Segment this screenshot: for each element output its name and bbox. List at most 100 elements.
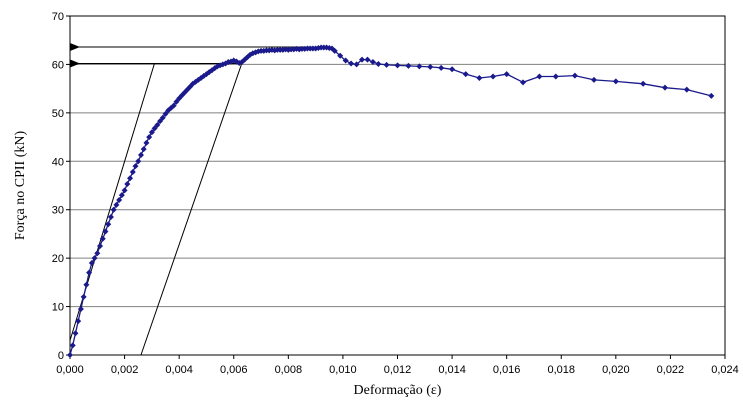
data-point bbox=[536, 73, 543, 80]
data-point bbox=[427, 63, 434, 70]
data-point bbox=[143, 139, 150, 146]
data-point bbox=[462, 71, 469, 78]
data-point bbox=[159, 114, 166, 121]
data-point bbox=[571, 72, 578, 79]
data-point bbox=[67, 352, 73, 358]
data-point bbox=[394, 62, 401, 69]
data-point bbox=[661, 84, 668, 91]
data-point bbox=[105, 221, 112, 228]
data-point bbox=[337, 52, 344, 59]
data-point bbox=[520, 79, 527, 86]
data-point bbox=[405, 62, 412, 69]
x-tick-label: 0,014 bbox=[438, 364, 466, 376]
x-tick-label: 0,004 bbox=[165, 364, 193, 376]
annotation-arrows bbox=[70, 42, 330, 68]
data-point bbox=[118, 192, 125, 199]
x-tick-label: 0,018 bbox=[547, 364, 575, 376]
data-point bbox=[640, 80, 647, 87]
y-tick-label: 50 bbox=[52, 108, 64, 120]
data-point bbox=[348, 60, 355, 67]
data-point bbox=[107, 213, 114, 220]
data-point bbox=[708, 92, 715, 99]
data-point bbox=[83, 281, 90, 288]
data-point bbox=[449, 66, 456, 73]
y-tick-label: 10 bbox=[52, 302, 64, 314]
x-axis-ticks: 0,000 0,002 0,004 0,006 0,008 0,010 0,012 0,014… bbox=[56, 355, 739, 376]
gridlines bbox=[70, 63, 725, 308]
data-point bbox=[80, 293, 87, 300]
data-point bbox=[252, 49, 259, 56]
data-point bbox=[99, 235, 106, 242]
data-point bbox=[503, 71, 510, 78]
data-point bbox=[88, 259, 95, 266]
data-point bbox=[77, 305, 84, 312]
data-point bbox=[552, 73, 559, 80]
data-point bbox=[140, 146, 147, 153]
data-point bbox=[173, 98, 180, 105]
data-point bbox=[97, 243, 104, 250]
x-tick-label: 0,010 bbox=[329, 364, 357, 376]
data-point bbox=[162, 110, 169, 117]
data-point bbox=[116, 197, 123, 204]
data-point bbox=[154, 121, 161, 128]
data-point bbox=[416, 63, 423, 70]
data-point bbox=[375, 60, 382, 67]
y-tick-label: 70 bbox=[52, 11, 64, 23]
data-point bbox=[353, 61, 360, 68]
data-point bbox=[364, 56, 371, 63]
data-point bbox=[219, 61, 226, 68]
data-point bbox=[113, 201, 120, 208]
series-line bbox=[69, 46, 712, 356]
data-point bbox=[591, 76, 597, 83]
data-point bbox=[490, 73, 497, 80]
x-tick-label: 0,024 bbox=[711, 364, 739, 376]
y-tick-label: 20 bbox=[52, 253, 64, 265]
x-tick-label: 0,016 bbox=[493, 364, 521, 376]
data-point bbox=[151, 125, 158, 132]
data-series bbox=[67, 44, 715, 358]
data-point bbox=[132, 163, 139, 170]
data-point bbox=[102, 228, 109, 235]
y-axis-ticks: 0 10 20 30 40 50 60 70 bbox=[52, 11, 70, 362]
data-point bbox=[127, 175, 134, 182]
data-point bbox=[86, 269, 93, 276]
x-tick-label: 0,012 bbox=[384, 364, 412, 376]
data-point bbox=[146, 134, 153, 141]
y-tick-label: 30 bbox=[52, 205, 64, 217]
data-point bbox=[383, 61, 390, 68]
data-point bbox=[342, 57, 349, 64]
x-tick-label: 0,022 bbox=[657, 364, 685, 376]
data-point bbox=[612, 78, 619, 85]
data-point bbox=[129, 168, 136, 175]
data-point bbox=[148, 129, 155, 136]
data-point bbox=[69, 342, 76, 349]
data-point bbox=[91, 255, 98, 262]
data-point bbox=[683, 86, 690, 93]
y-tick-label: 0 bbox=[58, 350, 64, 362]
x-tick-label: 0,008 bbox=[275, 364, 303, 376]
y-tick-label: 60 bbox=[52, 59, 64, 71]
y-axis-title: Força no CPII (kN) bbox=[13, 131, 28, 241]
data-point bbox=[157, 118, 164, 125]
data-point bbox=[476, 74, 483, 81]
data-point bbox=[359, 56, 366, 63]
x-tick-label: 0,006 bbox=[220, 364, 248, 376]
data-point bbox=[369, 59, 376, 66]
x-tick-label: 0,002 bbox=[111, 364, 139, 376]
data-point bbox=[135, 158, 142, 165]
x-tick-label: 0,020 bbox=[602, 364, 630, 376]
x-tick-label: 0,000 bbox=[56, 364, 84, 376]
data-point bbox=[75, 318, 82, 325]
construction-line bbox=[140, 62, 243, 356]
data-point bbox=[110, 206, 117, 213]
x-axis-title: Deformação (ε) bbox=[354, 383, 442, 398]
data-point bbox=[170, 102, 177, 109]
y-tick-label: 40 bbox=[52, 156, 64, 168]
construction-lines bbox=[69, 62, 243, 356]
data-point bbox=[438, 64, 445, 71]
data-point bbox=[72, 330, 79, 337]
data-point bbox=[124, 181, 131, 188]
data-point bbox=[94, 250, 101, 257]
data-point bbox=[137, 151, 144, 158]
